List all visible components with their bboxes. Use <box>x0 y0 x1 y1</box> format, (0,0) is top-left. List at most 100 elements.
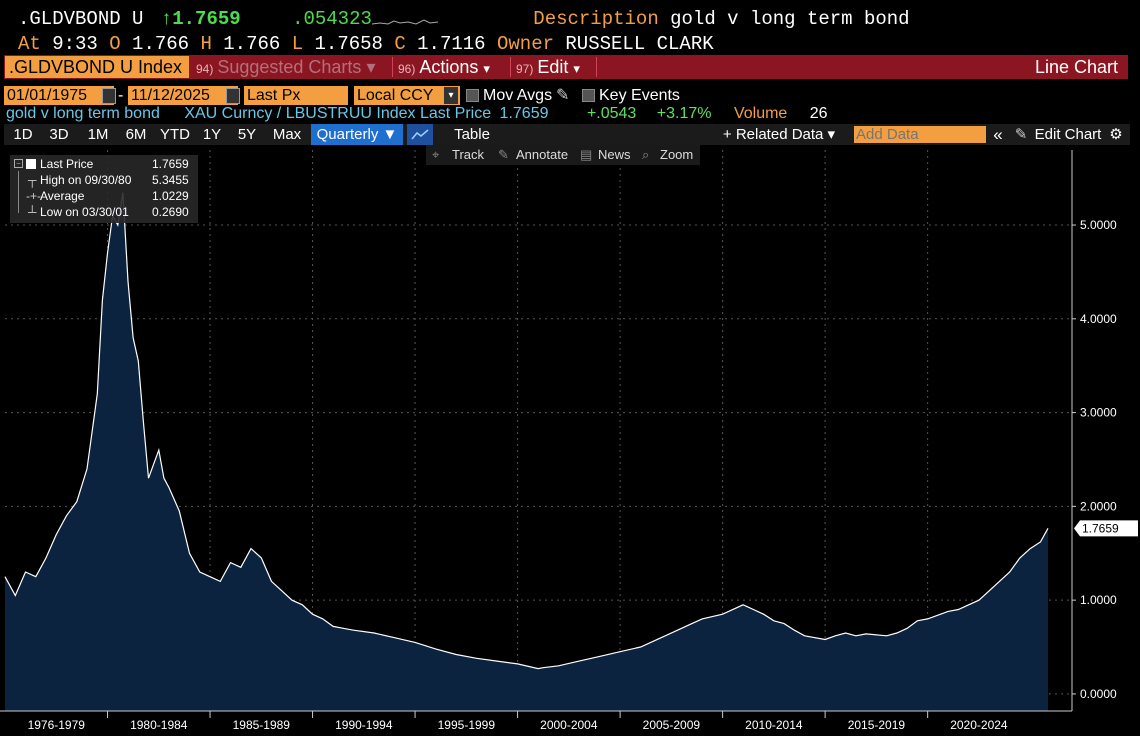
net-change: .054323 <box>292 8 372 30</box>
security-row: gold v long term bond XAU Curncy / LBUST… <box>6 105 828 125</box>
calendar-icon[interactable] <box>226 88 240 104</box>
collapse-box-icon[interactable]: − <box>14 159 23 168</box>
related-data-menu[interactable]: + Related Data ▾ <box>722 126 836 143</box>
range-6m-button[interactable]: 6M <box>125 126 147 143</box>
description-label: Description <box>533 8 659 30</box>
x-tick-label: 2000-2004 <box>540 718 598 732</box>
pencil-icon[interactable]: ✎ <box>1014 126 1028 143</box>
menu-divider <box>392 57 393 77</box>
actions-menu[interactable]: 96) Actions ▾ <box>398 55 490 79</box>
chart-type-title: Line Chart <box>1034 57 1118 77</box>
chevron-down-icon[interactable]: ▾ <box>444 87 458 104</box>
legend-average-label: Average <box>40 189 85 203</box>
mov-avgs-checkbox[interactable] <box>466 89 479 102</box>
table-button[interactable]: Table <box>454 126 490 143</box>
legend-low-value: 0.2690 <box>152 205 189 219</box>
end-date-field[interactable]: 11/12/2025 <box>128 86 238 105</box>
open-label: O <box>109 33 121 55</box>
volume-label: Volume <box>733 105 788 122</box>
news-icon: ▤ <box>580 147 593 162</box>
volume-value: 26 <box>809 105 828 122</box>
track-button[interactable]: Track <box>452 147 485 162</box>
ticker-symbol: .GLDVBOND U <box>18 8 144 30</box>
annotate-button[interactable]: Annotate <box>516 147 569 162</box>
start-date-field[interactable]: 01/01/1975 <box>4 86 114 105</box>
x-tick-label: 1976-1979 <box>28 718 86 732</box>
legend-average-value: 1.0229 <box>152 189 189 203</box>
price-area <box>5 192 1048 712</box>
range-1d-button[interactable]: 1D <box>13 126 33 143</box>
magnifier-icon: ⌕ <box>642 147 650 162</box>
low-label: L <box>291 33 304 55</box>
calendar-icon[interactable] <box>102 88 116 104</box>
zoom-button[interactable]: Zoom <box>660 147 694 162</box>
last-price-marker: 1.7659 <box>1074 520 1138 537</box>
close-value: 1.7116 <box>417 33 486 55</box>
range-5y-button[interactable]: 5Y <box>237 126 257 143</box>
gear-icon[interactable]: ⚙ <box>1109 126 1123 143</box>
average-icon: -+- <box>26 189 41 203</box>
key-events-checkbox[interactable] <box>582 89 595 102</box>
add-data-input[interactable] <box>854 126 986 143</box>
x-tick-label: 1980-1984 <box>130 718 188 732</box>
range-max-button[interactable]: Max <box>272 126 302 143</box>
security-change: +.0543 <box>586 105 637 122</box>
close-label: C <box>394 33 406 55</box>
up-arrow-icon: ↑ <box>160 8 173 30</box>
menu-bar: .GLDVBOND U Index 94) Suggested Charts ▾ … <box>4 55 1128 79</box>
last-price-tag <box>1074 520 1138 537</box>
suggested-charts-menu[interactable]: 94) Suggested Charts ▾ <box>196 55 376 79</box>
line-chart[interactable]: 0.0000 1.0000 2.0000 3.0000 4.0000 5.0000 197… <box>0 145 1140 736</box>
field-select[interactable]: Last Px <box>244 86 348 105</box>
quote-ohlc-line: At 9:33 O 1.766 H 1.766 L 1.7658 C 1.711… <box>18 33 714 55</box>
price-line <box>4 192 1049 670</box>
actions-number: 96) <box>398 62 416 76</box>
y-tick-label: 4.0000 <box>1080 312 1117 326</box>
line-chart-icon[interactable] <box>407 124 433 145</box>
chart-toolbar: 1D 3D 1M 6M YTD 1Y 5Y Max Quarterly ▼ Ta… <box>4 124 1130 145</box>
sparkline-icon <box>372 19 438 25</box>
x-tick-label: 2015-2019 <box>848 718 906 732</box>
x-tick-label: 1985-1989 <box>233 718 291 732</box>
collapse-icon[interactable]: « <box>993 125 1003 144</box>
at-label: At <box>18 33 41 55</box>
news-button[interactable]: News <box>598 147 631 162</box>
y-tick-label: 2.0000 <box>1080 499 1117 513</box>
high-icon: ┬ <box>28 173 37 187</box>
chevron-down-icon: ▾ <box>483 61 490 76</box>
y-tick-label: 3.0000 <box>1080 406 1117 420</box>
edit-menu[interactable]: 97) Edit ▾ <box>516 55 580 79</box>
pencil-icon[interactable]: ✎ <box>556 87 570 104</box>
range-ytd-button[interactable]: YTD <box>160 126 190 143</box>
menu-divider <box>596 57 597 77</box>
security-ticker-box[interactable]: .GLDVBOND U Index <box>5 56 189 78</box>
security-last: 1.7659 <box>499 105 549 122</box>
menu-divider <box>510 57 511 77</box>
chart-tools: ⌖ Track ✎ Annotate ▤ News ⌕ Zoom <box>426 145 700 165</box>
y-tick-label: 1.0000 <box>1080 593 1117 607</box>
currency-select[interactable]: Local CCY <box>354 86 460 105</box>
pencil-icon: ✎ <box>498 147 509 162</box>
security-pct-change: +3.17% <box>656 105 712 122</box>
y-tick-label: 5.0000 <box>1080 218 1117 232</box>
at-time: 9:33 <box>52 33 98 55</box>
x-tick-label: 2005-2009 <box>643 718 701 732</box>
edit-number: 97) <box>516 62 534 76</box>
legend-high-value: 5.3455 <box>152 173 189 187</box>
chevron-down-icon: ▾ <box>573 61 580 76</box>
range-3d-button[interactable]: 3D <box>49 126 69 143</box>
x-tick-label: 2010-2014 <box>745 718 803 732</box>
period-select[interactable]: Quarterly ▼ <box>311 124 403 145</box>
range-1m-button[interactable]: 1M <box>87 126 109 143</box>
edit-chart-button[interactable]: Edit Chart <box>1034 126 1102 143</box>
edit-label: Edit <box>537 57 569 77</box>
key-events-label: Key Events <box>599 87 680 104</box>
y-tick-label: 0.0000 <box>1080 687 1117 701</box>
range-1y-button[interactable]: 1Y <box>202 126 222 143</box>
series-swatch <box>26 159 36 169</box>
open-value: 1.766 <box>132 33 190 55</box>
x-tick-label: 1990-1994 <box>335 718 393 732</box>
actions-label: Actions <box>419 57 479 77</box>
legend-last-value: 1.7659 <box>152 157 189 171</box>
last-price: 1.7659 <box>172 8 241 30</box>
